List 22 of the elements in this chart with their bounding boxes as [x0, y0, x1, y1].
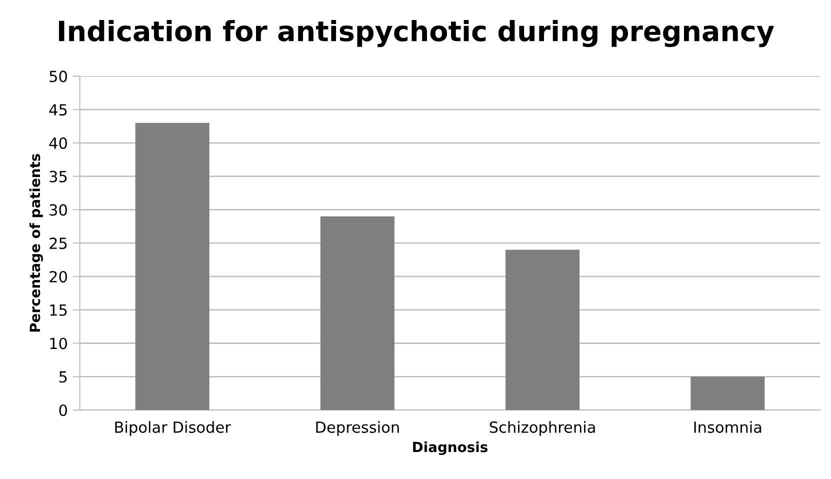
y-tick-label: 50	[50, 70, 67, 82]
y-tick-label: 0	[59, 404, 67, 416]
x-tick-label: Insomnia	[694, 421, 762, 433]
y-axis-title: Percentage of patients	[29, 154, 43, 332]
y-tick-label: 20	[50, 270, 67, 282]
y-tick-label: 35	[50, 170, 67, 182]
bar	[135, 122, 210, 410]
y-tick-label: 40	[49, 137, 67, 149]
y-tick-label: 5	[59, 371, 67, 383]
y-tick-label: 10	[50, 338, 67, 350]
bar	[690, 376, 765, 410]
y-tick-label: 45	[49, 104, 67, 116]
x-tick-label: Bipolar Disoder	[115, 421, 231, 436]
y-tick-label: 25	[50, 238, 67, 250]
chart-title: Indication for antispychotic during pregnancy	[59, 20, 774, 48]
x-axis-title: Diagnosis	[413, 441, 488, 456]
x-tick-label: Depression	[316, 421, 399, 436]
y-tick-label: 30	[50, 204, 67, 216]
x-tick-label: Schizophrenia	[490, 421, 595, 436]
bar	[506, 250, 580, 410]
y-tick-label: 15	[50, 304, 67, 316]
bar	[320, 216, 394, 410]
